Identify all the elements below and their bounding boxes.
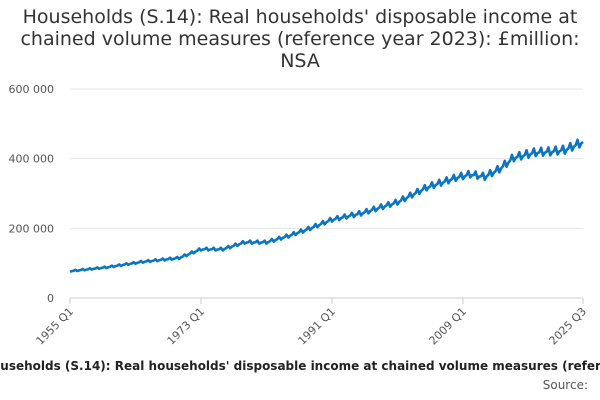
y-tick-label: 400 000 (9, 153, 55, 166)
source-label: Source: (542, 378, 588, 392)
series-line[interactable] (69, 138, 584, 274)
x-tick-label: 1991 Q1 (296, 305, 339, 348)
x-tick-label: 2009 Q1 (427, 305, 470, 348)
chart-title-line-1: Households (S.14): Real households' disp… (22, 6, 578, 28)
chart-title-line-3: NSA (280, 50, 320, 72)
y-tick-label: 600 000 (9, 83, 55, 96)
x-tick-label: 1955 Q1 (34, 305, 77, 348)
chart-title: Households (S.14): Real households' disp… (0, 6, 600, 72)
legend-label: Households (S.14): Real households' disp… (0, 359, 600, 373)
y-tick-label: 0 (47, 292, 54, 305)
legend: Households (S.14): Real households' disp… (0, 359, 600, 377)
x-tick-label: 1973 Q1 (165, 305, 208, 348)
chart-title-line-2: chained volume measures (reference year … (20, 28, 580, 50)
x-tick-label: 2025 Q3 (547, 305, 590, 348)
y-tick-label: 200 000 (9, 222, 55, 235)
